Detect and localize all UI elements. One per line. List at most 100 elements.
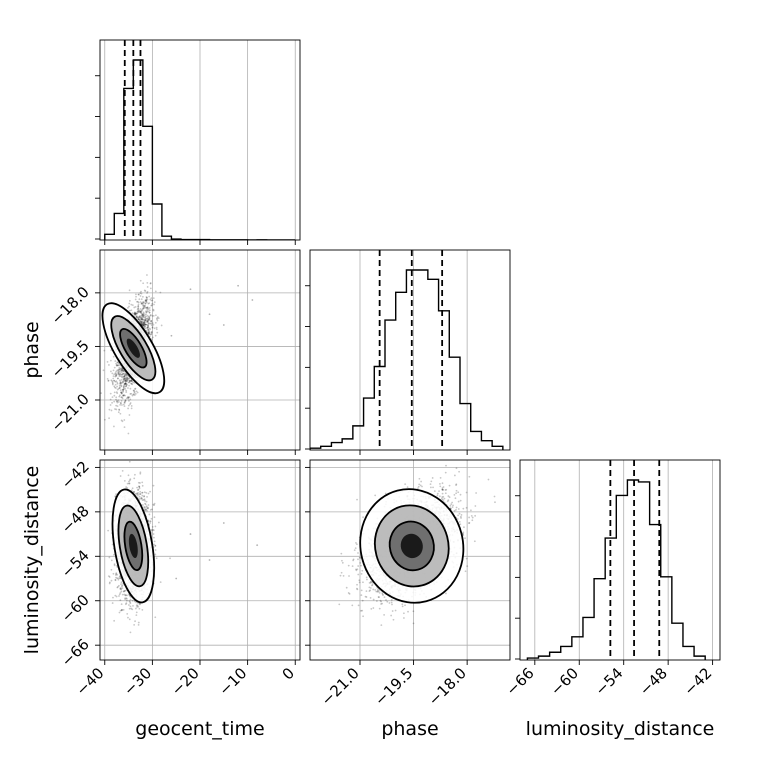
sample-point — [116, 392, 119, 395]
sample-point — [143, 505, 146, 508]
sample-point — [123, 377, 126, 380]
sample-point — [127, 396, 130, 399]
sample-point — [147, 321, 150, 324]
sample-point — [155, 328, 158, 331]
sample-point — [119, 475, 122, 477]
sample-point — [148, 331, 151, 334]
sample-point — [111, 602, 114, 604]
sample-point — [133, 624, 136, 626]
sample-point — [122, 372, 124, 375]
sample-point — [149, 333, 152, 336]
sample-point — [141, 318, 144, 320]
sample-point — [115, 398, 117, 401]
sample-point — [150, 324, 153, 326]
sample-point — [130, 489, 133, 492]
sample-point — [149, 520, 152, 523]
sample-point — [140, 318, 143, 321]
sample-point — [131, 380, 134, 383]
sample-point — [108, 581, 111, 584]
sample-point — [140, 321, 143, 324]
histogram-bar — [133, 60, 143, 240]
sample-point — [142, 305, 145, 307]
sample-point — [113, 425, 115, 428]
sample-point — [142, 322, 145, 325]
sample-point — [143, 495, 146, 497]
sample-point — [119, 599, 122, 602]
sample-point — [145, 300, 147, 302]
sample-point — [125, 486, 128, 488]
sample-point — [118, 379, 121, 382]
sample-point — [144, 319, 147, 322]
sample-point — [142, 314, 145, 317]
sample-point — [140, 312, 143, 315]
sample-point — [145, 300, 148, 303]
sample-point — [139, 482, 141, 484]
sample-point — [128, 379, 131, 382]
sample-point — [138, 319, 141, 322]
sample-point — [129, 601, 131, 603]
sample-point — [148, 513, 151, 516]
histogram-bar — [428, 279, 439, 450]
sample-point — [110, 370, 112, 373]
sample-point — [148, 332, 150, 335]
sample-point — [119, 372, 122, 375]
sample-point — [142, 301, 144, 303]
sample-point — [144, 499, 146, 502]
sample-point — [146, 317, 149, 320]
sample-point — [143, 325, 146, 328]
sample-point — [119, 368, 121, 371]
sample-point — [148, 311, 151, 314]
sample-point — [148, 327, 151, 330]
sample-point — [150, 304, 153, 307]
sample-point — [141, 608, 144, 611]
sample-point — [114, 579, 117, 582]
sample-point — [125, 385, 128, 388]
sample-point — [128, 396, 131, 399]
histogram-bar — [672, 623, 683, 660]
sample-point — [222, 324, 225, 326]
sample-point — [137, 318, 140, 320]
sample-point — [128, 482, 130, 485]
sample-point — [110, 379, 113, 382]
sample-point — [170, 334, 173, 337]
x-tick-label: −60 — [547, 664, 582, 699]
sample-point — [153, 543, 155, 546]
sample-point — [129, 403, 131, 406]
y-tick-label: −19.5 — [48, 337, 93, 382]
sample-point — [123, 383, 126, 386]
sample-point — [137, 310, 140, 312]
sample-point — [115, 380, 118, 383]
sample-point — [130, 379, 133, 382]
sample-point — [130, 392, 133, 395]
sample-point — [124, 378, 127, 381]
sample-point — [121, 587, 124, 590]
sample-point — [128, 309, 131, 312]
sample-point — [144, 508, 147, 511]
sample-point — [133, 312, 136, 315]
sample-point — [135, 315, 138, 317]
sample-point — [113, 379, 115, 382]
sample-point — [121, 369, 124, 372]
sample-point — [143, 312, 145, 315]
sample-point — [124, 377, 126, 380]
sample-point — [131, 304, 134, 307]
histogram-bar — [481, 441, 492, 450]
sample-point — [145, 323, 147, 326]
sample-point — [139, 311, 142, 314]
sample-point — [129, 602, 132, 605]
axes-frame — [309, 249, 511, 451]
sample-point — [147, 332, 150, 335]
sample-point — [136, 492, 139, 495]
sample-point — [152, 314, 155, 317]
histogram-bar — [143, 126, 153, 240]
sample-point — [142, 324, 144, 327]
sample-point — [139, 311, 142, 314]
sample-point — [142, 323, 144, 326]
sample-point — [145, 311, 148, 314]
sample-point — [137, 318, 140, 321]
sample-point — [148, 315, 151, 318]
sample-point — [123, 378, 125, 381]
sample-point — [155, 326, 158, 329]
sample-point — [156, 316, 159, 318]
sample-point — [147, 507, 149, 510]
